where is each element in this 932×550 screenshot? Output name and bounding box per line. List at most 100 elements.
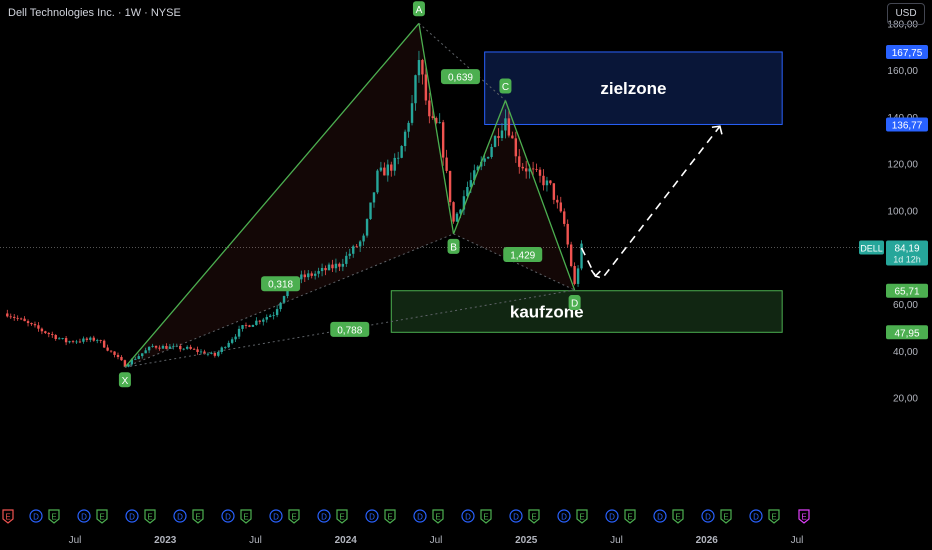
zone-kaufzone <box>390 290 783 333</box>
candle <box>33 324 37 326</box>
candle <box>237 328 241 337</box>
earnings-label: E <box>771 513 776 522</box>
candle <box>234 336 237 340</box>
projection-arrows <box>580 125 723 280</box>
zone-price-tag <box>886 325 928 340</box>
candle <box>500 130 504 138</box>
candle <box>511 135 514 139</box>
dividend-marker <box>605 509 619 523</box>
point-c-label: C <box>502 82 509 93</box>
earnings-marker <box>2 509 14 524</box>
dividend-marker <box>461 509 475 523</box>
candle <box>241 325 244 329</box>
candle <box>106 347 109 351</box>
candle <box>514 138 518 157</box>
candle <box>521 166 524 169</box>
candle <box>452 202 455 222</box>
earnings-label: E <box>243 513 248 522</box>
price-axis[interactable]: 200,00180,00160,00140,00120,00100,0080,0… <box>859 0 928 405</box>
earnings-marker <box>96 509 108 524</box>
point-b-badge <box>447 238 460 254</box>
zones-layer: zielzone kaufzone <box>390 51 783 333</box>
zone-price-label: 167,75 <box>892 48 923 59</box>
time-axis[interactable]: Jul 2023 Jul 2024 Jul 2025 Jul 2026 Jul <box>69 535 804 546</box>
candle <box>518 156 521 167</box>
ratio-badge <box>330 321 370 337</box>
candle <box>196 349 199 352</box>
ratio-line-XB <box>124 233 454 368</box>
candle <box>493 136 497 147</box>
currency-button[interactable]: USD <box>887 3 925 25</box>
candle <box>531 168 535 170</box>
candle <box>300 274 303 280</box>
zone-price-label: 136,77 <box>892 120 923 131</box>
candle <box>158 347 161 349</box>
candle <box>334 263 338 269</box>
candle <box>248 325 251 327</box>
earnings-label: E <box>627 513 632 522</box>
dividend-marker <box>173 509 187 523</box>
candle <box>569 244 573 267</box>
candle <box>497 136 500 138</box>
dividend-label: D <box>513 513 519 522</box>
ratio-label: 0,639 <box>448 73 473 84</box>
earnings-marker <box>144 509 156 524</box>
dividend-marker <box>509 509 523 523</box>
pattern-labels: X A B C D 0,639 1,429 0,318 0,788 <box>118 1 581 388</box>
candle <box>580 243 583 269</box>
candle <box>57 338 61 340</box>
point-b-label: B <box>450 242 457 253</box>
earnings-marker <box>192 509 204 524</box>
bcd-triangle-fill <box>453 100 575 291</box>
candle <box>130 359 134 365</box>
symbol-title: Dell Technologies Inc. · 1W · NYSE <box>8 7 181 19</box>
candle <box>19 318 23 320</box>
time-label: Jul <box>610 535 623 546</box>
earnings-label: E <box>195 513 200 522</box>
candle <box>78 341 82 343</box>
candle <box>282 296 286 303</box>
leg-XA <box>124 22 420 368</box>
leg-CD <box>504 100 576 291</box>
zone-price-label: 47,95 <box>894 328 919 339</box>
time-label: Jul <box>69 535 82 546</box>
dividend-label: D <box>561 513 567 522</box>
point-d-badge <box>568 295 581 311</box>
price-tick-label: 160,00 <box>887 66 918 77</box>
candle <box>206 353 210 355</box>
candle <box>362 235 365 242</box>
candle <box>6 313 9 317</box>
candle <box>134 358 137 360</box>
ratio-line-XD <box>124 289 575 368</box>
time-label: Jul <box>249 535 262 546</box>
candle <box>365 219 369 236</box>
candle <box>71 341 75 343</box>
candle <box>576 268 580 284</box>
ratio-label: 0,788 <box>337 325 362 336</box>
candle <box>227 342 230 348</box>
candle <box>376 170 379 193</box>
candle <box>483 158 486 162</box>
dividend-label: D <box>33 513 39 522</box>
ticker-label: DELL <box>860 243 883 253</box>
candle <box>341 263 345 267</box>
pattern-fill <box>124 23 575 368</box>
time-label: Jul <box>791 535 804 546</box>
earnings-label: E <box>801 513 806 522</box>
time-label: 2026 <box>696 535 719 546</box>
earnings-label: E <box>339 513 344 522</box>
candle <box>355 246 358 248</box>
candle <box>213 352 217 356</box>
earnings-label: E <box>99 513 104 522</box>
candle <box>476 166 479 171</box>
leg-BC <box>452 100 507 235</box>
candle <box>230 339 234 343</box>
candle <box>566 223 569 245</box>
harmonic-pattern <box>124 22 576 368</box>
candle <box>102 340 106 348</box>
zone-price-tag <box>886 44 928 59</box>
dividend-marker <box>269 509 283 523</box>
candle <box>307 273 310 278</box>
ratio-label: 0,318 <box>268 280 293 291</box>
